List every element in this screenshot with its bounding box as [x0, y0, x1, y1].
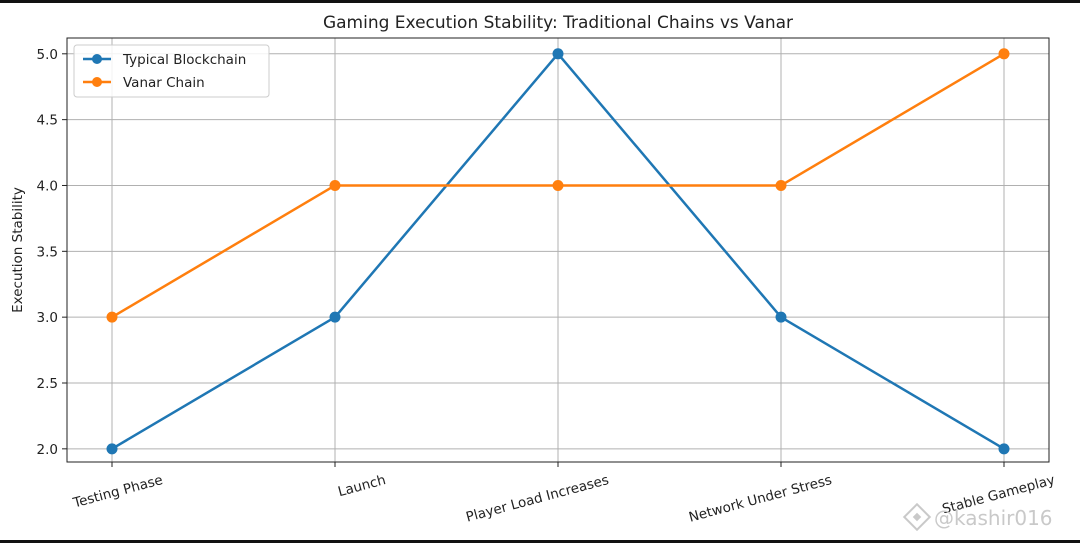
legend-label: Vanar Chain	[123, 75, 205, 91]
bottom-border	[0, 540, 1080, 543]
data-point	[329, 179, 341, 191]
y-tick-label: 2.5	[37, 376, 58, 392]
data-point	[775, 311, 787, 323]
x-tick-label: Network Under Stress	[687, 472, 833, 526]
chart-title: Gaming Execution Stability: Traditional …	[323, 13, 793, 33]
binance-logo-icon	[902, 502, 932, 532]
watermark: @kashir016	[902, 502, 1053, 532]
top-border	[0, 0, 1080, 3]
watermark-text: @kashir016	[934, 506, 1053, 530]
legend-item: Typical Blockchain	[83, 52, 246, 68]
y-axis-label: Execution Stability	[10, 187, 26, 313]
plot-area-frame	[66, 37, 1050, 463]
series	[106, 48, 1010, 455]
data-point	[552, 48, 564, 60]
x-tick-label: Launch	[336, 472, 387, 500]
legend-box	[73, 44, 270, 98]
legend-item: Vanar Chain	[83, 75, 205, 91]
data-point	[998, 48, 1010, 60]
legend-label: Typical Blockchain	[122, 52, 246, 68]
data-point	[552, 179, 564, 191]
y-tick-label: 3.0	[37, 310, 58, 326]
y-axis-ticks: 2.0 2.5 3.0 3.5 4.0 4.5 5.0	[37, 47, 67, 458]
legend: Typical Blockchain Vanar Chain	[73, 44, 270, 98]
y-tick-label: 2.0	[37, 442, 58, 458]
series-0	[106, 48, 1010, 455]
series-1	[106, 48, 1010, 323]
y-tick-label: 4.0	[37, 178, 58, 194]
data-point	[329, 311, 341, 323]
y-tick-label: 5.0	[37, 47, 58, 63]
data-point	[106, 311, 118, 323]
legend-marker	[92, 54, 102, 64]
data-point	[106, 443, 118, 455]
data-point	[775, 179, 787, 191]
x-tick-label: Player Load Increases	[464, 472, 610, 526]
legend-marker	[92, 77, 102, 87]
grid	[67, 38, 1049, 462]
y-tick-label: 4.5	[37, 113, 58, 129]
x-axis-ticks: Testing Phase Launch Player Load Increases…	[71, 462, 1057, 526]
data-point	[998, 443, 1010, 455]
y-tick-label: 3.5	[37, 244, 58, 260]
x-tick-label: Testing Phase	[71, 472, 165, 512]
